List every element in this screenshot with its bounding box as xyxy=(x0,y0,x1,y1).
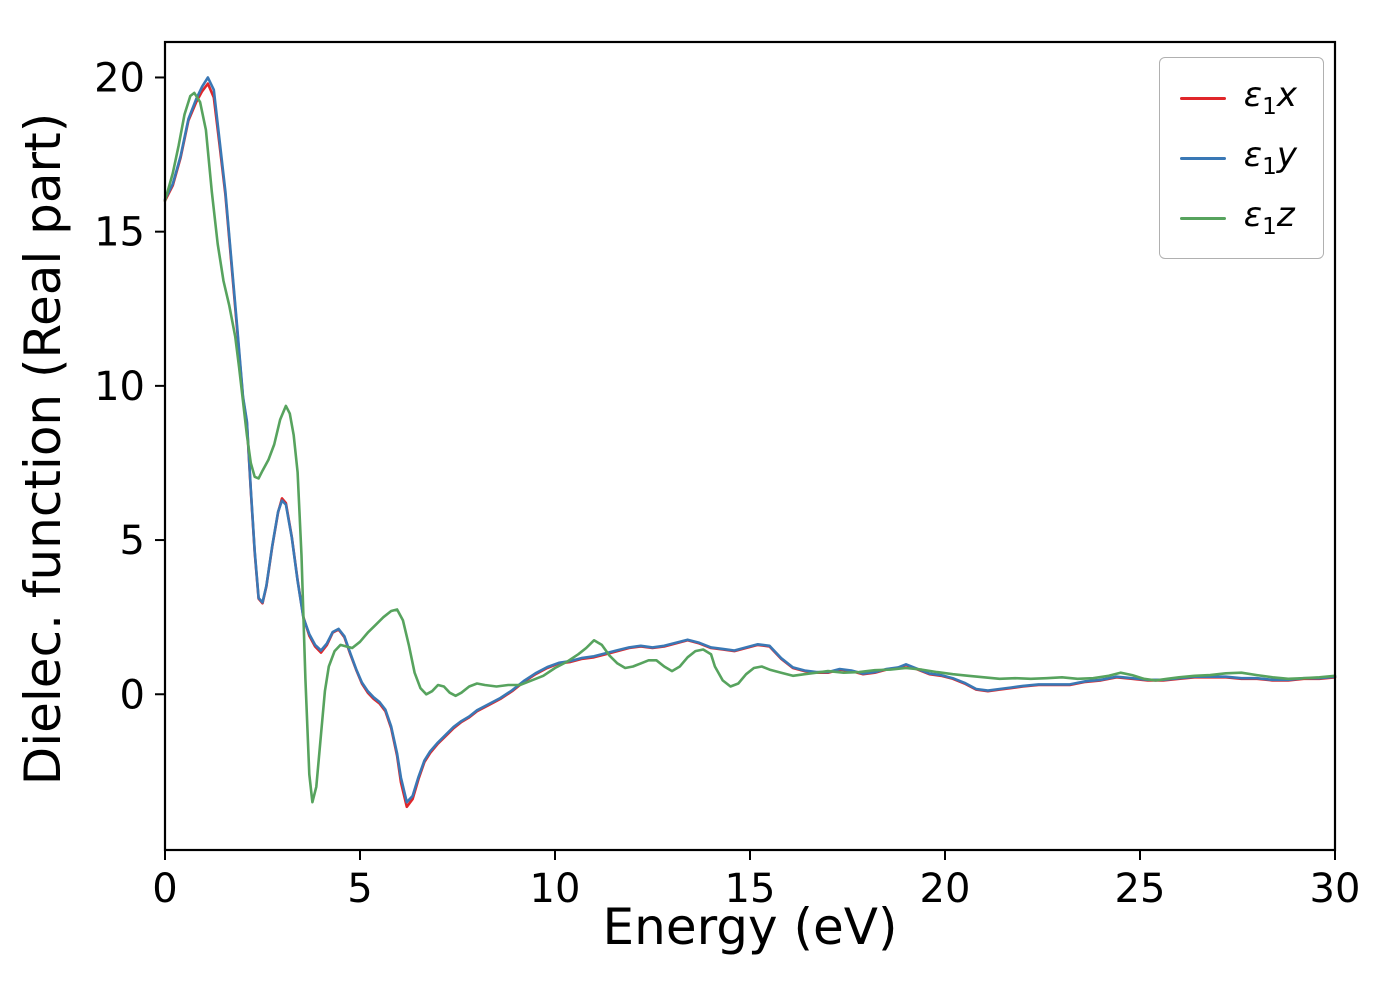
series-line-e1z xyxy=(163,91,1337,804)
legend-line-sample-y xyxy=(1179,156,1226,160)
series-line-e1y xyxy=(163,76,1337,804)
y-tick-label: 15 xyxy=(94,210,145,256)
x-axis-title: Energy (eV) xyxy=(602,898,898,956)
y-tick-label: 20 xyxy=(94,55,145,101)
legend-item-y: ε1y xyxy=(1179,132,1297,184)
legend-item-x: ε1x xyxy=(1179,72,1297,124)
x-tick-label: 25 xyxy=(1115,866,1166,912)
legend-line-sample-z xyxy=(1179,216,1226,220)
x-tick-label: 15 xyxy=(725,866,776,912)
y-tick-label: 5 xyxy=(120,518,145,564)
legend-line-sample-x xyxy=(1179,96,1226,100)
legend-label-x: ε1x xyxy=(1243,74,1297,120)
x-tick-label: 10 xyxy=(530,866,581,912)
y-axis-title: Dielec. function (Real part) xyxy=(14,112,72,786)
plot-frame xyxy=(163,40,1337,852)
y-tick-label: 0 xyxy=(120,672,145,718)
legend-item-z: ε1z xyxy=(1179,192,1297,244)
x-tick-label: 30 xyxy=(1310,866,1361,912)
x-tick-label: 5 xyxy=(347,866,372,912)
x-tick-label: 0 xyxy=(152,866,177,912)
legend-label-z: ε1z xyxy=(1243,194,1295,240)
x-tick-label: 20 xyxy=(920,866,971,912)
legend: ε1x ε1y ε1z xyxy=(1158,57,1324,259)
y-tick-label: 10 xyxy=(94,364,145,410)
legend-label-y: ε1y xyxy=(1243,134,1297,180)
